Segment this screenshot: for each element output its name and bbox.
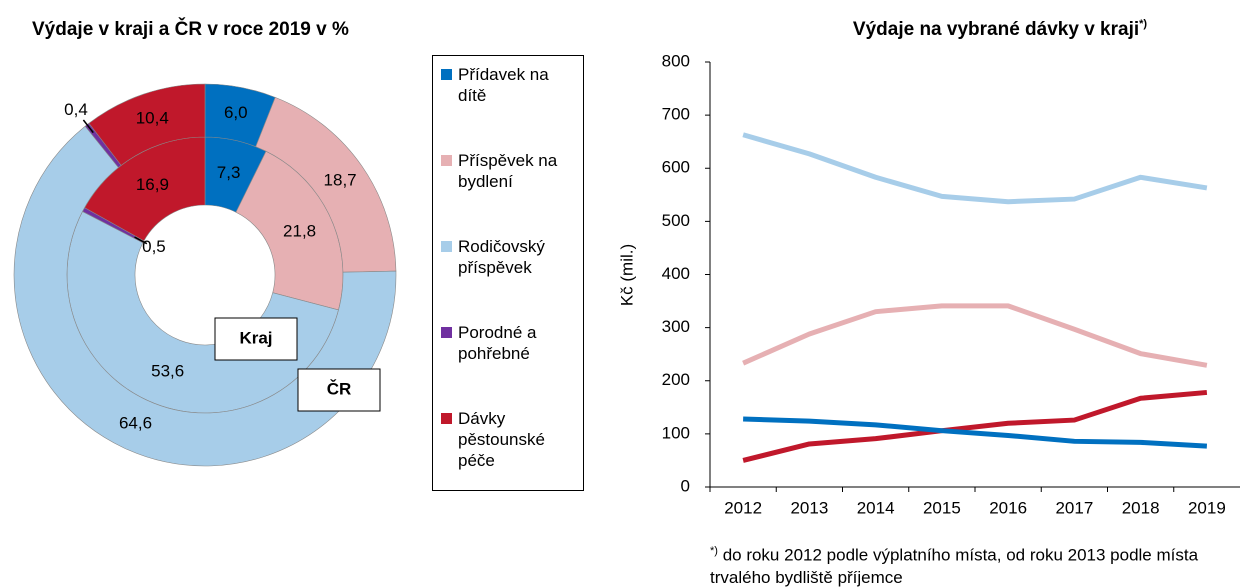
y-tick-label: 300 xyxy=(662,317,690,336)
data-label: 6,0 xyxy=(224,103,248,122)
line xyxy=(742,389,1208,463)
y-tick-label: 400 xyxy=(662,264,690,283)
leader-line xyxy=(82,119,94,134)
data-label: 10,4 xyxy=(136,109,169,128)
x-tick-label: 2014 xyxy=(857,498,895,517)
legend-item: Porodné a pohřebné xyxy=(441,322,577,408)
legend-swatch xyxy=(441,413,452,424)
y-tick-label: 0 xyxy=(681,476,690,495)
legend-item: Přídavek na dítě xyxy=(441,64,577,150)
legend-label: Dávky pěstounské péče xyxy=(458,409,545,470)
data-label: 0,4 xyxy=(64,100,88,119)
legend-item: Rodičovský příspěvek xyxy=(441,236,577,322)
title-footnote-mark: *) xyxy=(1139,18,1147,30)
line-title: Výdaje na vybrané dávky v kraji*) xyxy=(853,18,1148,40)
ring-label-box xyxy=(297,368,381,412)
x-tick-label: 2016 xyxy=(989,498,1027,517)
legend-label: Rodičovský příspěvek xyxy=(458,237,545,277)
line xyxy=(742,132,1208,205)
legend-swatch xyxy=(441,155,452,166)
data-label: 64,6 xyxy=(119,414,152,433)
data-label: 0,5 xyxy=(142,237,166,256)
line-chart: 0 100 200 300 400 500 600 700 800 2012 2013 2014 201… xyxy=(662,51,1240,517)
data-label: 16,9 xyxy=(136,175,169,194)
legend: Přídavek na dítě Příspěvek na bydlení Rodi… xyxy=(432,55,584,491)
data-label: 53,6 xyxy=(151,362,184,381)
footnote-mark: *) xyxy=(710,545,718,557)
line-title-text: Výdaje na vybrané dávky v kraji xyxy=(853,19,1139,40)
ring-label: ČR xyxy=(327,379,352,398)
footnote-text: do roku 2012 podle výplatního místa, od … xyxy=(710,545,1199,587)
line xyxy=(742,303,1208,368)
data-label: 18,7 xyxy=(324,171,357,190)
y-tick-label: 100 xyxy=(662,423,690,442)
x-tick-label: 2012 xyxy=(724,498,762,517)
leader-line xyxy=(134,236,148,245)
x-tick-label: 2015 xyxy=(923,498,961,517)
y-tick-label: 500 xyxy=(662,211,690,230)
data-label: 7,3 xyxy=(217,163,241,182)
y-tick-label: 200 xyxy=(662,370,690,389)
legend-item: Dávky pěstounské péče xyxy=(441,408,577,494)
legend-item: Příspěvek na bydlení xyxy=(441,150,577,236)
legend-label: Porodné a pohřebné xyxy=(458,323,537,363)
y-tick-label: 700 xyxy=(662,105,690,124)
y-tick-label: 600 xyxy=(662,158,690,177)
legend-label: Příspěvek na bydlení xyxy=(458,151,558,191)
legend-swatch xyxy=(441,69,452,80)
ring-label: Kraj xyxy=(239,328,272,347)
legend-swatch xyxy=(441,241,452,252)
x-tick-label: 2018 xyxy=(1122,498,1160,517)
line xyxy=(743,416,1208,449)
y-tick-label: 800 xyxy=(662,51,690,70)
legend-swatch xyxy=(441,327,452,338)
y-axis-label: Kč (mil.) xyxy=(617,244,636,306)
pie-title: Výdaje v kraji a ČR v roce 2019 v % xyxy=(32,18,349,40)
footnote: *) do roku 2012 podle výplatního místa, … xyxy=(710,540,1240,587)
slice xyxy=(88,83,206,166)
x-tick-label: 2019 xyxy=(1188,498,1226,517)
ring-label-box xyxy=(214,317,298,361)
x-tick-label: 2013 xyxy=(790,498,828,517)
data-label: 21,8 xyxy=(283,221,316,240)
x-tick-label: 2017 xyxy=(1055,498,1093,517)
legend-label: Přídavek na dítě xyxy=(458,65,549,105)
